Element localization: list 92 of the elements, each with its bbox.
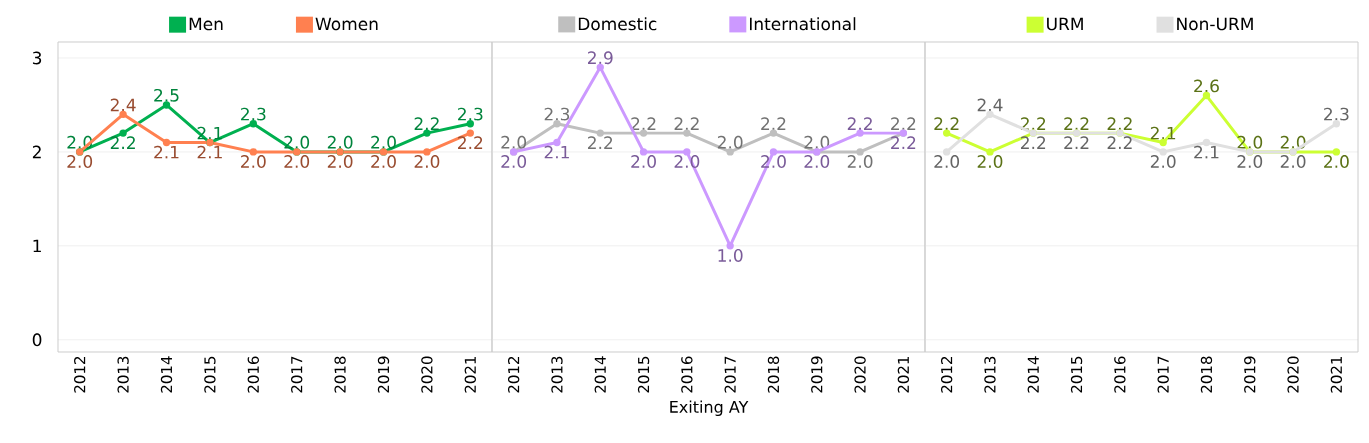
x-tick-label: 2019 [811, 356, 823, 393]
data-label: 2.2 [1107, 117, 1132, 130]
x-axis-title: Exiting AY [670, 400, 749, 417]
x-tick-label: 2012 [74, 357, 86, 393]
y-tick-label: 3 [32, 51, 42, 65]
data-label: 2.6 [1194, 79, 1219, 93]
data-label: 2.2 [1021, 136, 1046, 149]
data-label: 2.2 [847, 117, 872, 130]
x-tick-label: 2020 [421, 356, 433, 393]
data-label: 2.0 [1150, 155, 1176, 168]
x-tick-label: 2019 [1244, 356, 1256, 393]
data-label: 2.0 [847, 155, 873, 168]
data-label: 2.3 [544, 107, 570, 121]
data-label: 2.2 [631, 117, 656, 130]
x-tick-label: 2016 [681, 356, 693, 393]
data-label: 2.0 [327, 135, 353, 149]
data-label: 2.2 [587, 136, 613, 149]
legend-label: International [749, 17, 856, 31]
x-tick-label: 2019 [377, 356, 390, 393]
data-label: 2.0 [1324, 155, 1349, 168]
data-label: 2.0 [501, 135, 527, 149]
x-tick-label: 2017 [1157, 356, 1169, 393]
x-tick-label: 2014 [594, 356, 606, 393]
legend-label: Domestic [578, 17, 657, 31]
x-tick-label: 2020 [1287, 356, 1299, 393]
x-tick-label: 2015 [637, 356, 650, 393]
x-tick-label: 2014 [160, 356, 173, 393]
data-label: 2.0 [67, 155, 93, 168]
data-label: 2.0 [327, 155, 353, 168]
data-label: 2.0 [371, 155, 396, 168]
x-tick-label: 2016 [247, 356, 259, 393]
data-label: 2.1 [544, 145, 569, 159]
x-tick-label: 2012 [507, 357, 520, 393]
y-tick-label: 0 [32, 333, 42, 347]
y-tick-label: 1 [33, 239, 41, 253]
x-tick-label: 2018 [767, 356, 780, 393]
data-label: 2.0 [1280, 155, 1306, 168]
data-label: 2.2 [761, 117, 786, 130]
x-tick-label: 2014 [1027, 356, 1039, 393]
legend-label: Men [189, 17, 223, 31]
x-tick-label: 2018 [334, 356, 346, 393]
data-label: 2.2 [891, 136, 916, 149]
data-label: 2.2 [110, 136, 135, 149]
x-tick-label: 2015 [204, 356, 216, 393]
data-label: 2.2 [414, 117, 439, 130]
x-tick-label: 2020 [854, 356, 866, 393]
legend-label: Women [315, 17, 378, 31]
data-label: 2.1 [197, 145, 222, 159]
data-label: 2.3 [458, 107, 483, 121]
data-label: 2.1 [154, 145, 179, 159]
data-label: 2.0 [631, 155, 656, 168]
legend-label: Non-URM [1177, 17, 1253, 31]
x-tick-label: 2021 [464, 356, 476, 393]
data-label: 1.0 [718, 249, 743, 262]
x-tick-label: 2012 [940, 357, 953, 393]
data-label: 2.3 [1324, 107, 1349, 121]
data-label: 2.2 [1064, 117, 1089, 130]
data-label: 2.3 [241, 107, 266, 121]
data-label: 2.0 [1237, 155, 1263, 168]
data-label: 2.0 [501, 155, 527, 168]
data-label: 2.5 [154, 88, 179, 102]
x-tick-label: 2013 [551, 356, 563, 393]
data-label: 2.2 [458, 136, 483, 149]
data-label: 2.2 [891, 117, 916, 130]
data-label: 2.0 [371, 135, 396, 149]
x-tick-label: 2018 [1200, 356, 1213, 393]
data-label: 2.0 [284, 155, 310, 168]
data-label: 2.2 [1107, 136, 1132, 149]
data-label: 2.4 [110, 98, 136, 112]
x-tick-label: 2015 [1070, 356, 1083, 393]
data-label: 2.1 [1194, 145, 1219, 159]
data-label: 2.0 [284, 135, 310, 149]
data-label: 2.2 [1064, 136, 1089, 149]
data-label: 2.0 [804, 155, 830, 168]
x-tick-label: 2021 [897, 356, 910, 393]
data-label: 2.0 [934, 155, 960, 168]
x-tick-label: 2017 [724, 356, 736, 393]
data-label: 2.4 [977, 98, 1003, 112]
data-label: 2.0 [241, 155, 266, 168]
data-label: 2.0 [977, 155, 1003, 168]
data-label: 2.2 [934, 117, 959, 130]
x-tick-label: 2021 [1330, 356, 1343, 393]
x-tick-label: 2013 [117, 356, 129, 393]
data-label: 2.0 [414, 155, 440, 168]
data-label: 2.2 [674, 117, 699, 130]
data-label: 2.0 [717, 135, 743, 149]
x-tick-label: 2017 [291, 356, 303, 393]
x-tick-label: 2016 [1114, 356, 1126, 393]
x-tick-label: 2013 [984, 356, 996, 393]
legend-label: URM [1047, 17, 1083, 31]
data-label: 2.9 [587, 51, 613, 65]
y-tick-label: 2 [32, 145, 41, 159]
